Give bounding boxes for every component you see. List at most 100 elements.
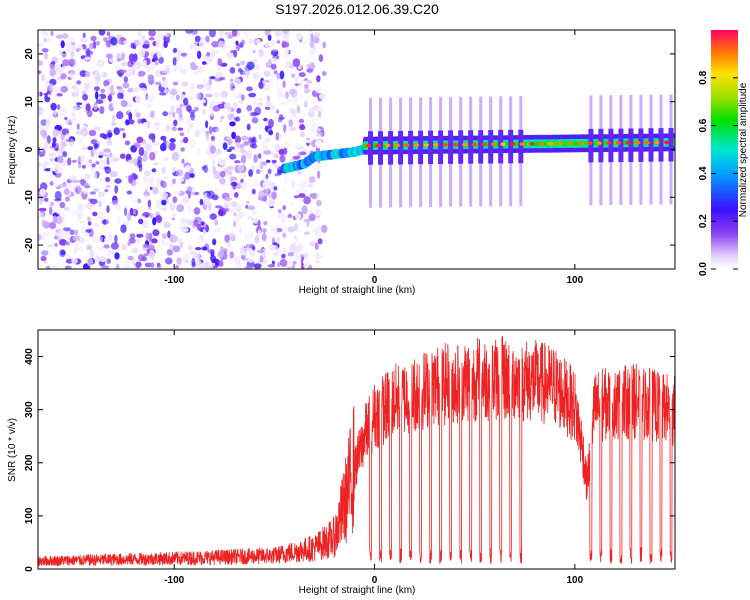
noise-speck xyxy=(98,165,104,170)
noise-speck xyxy=(86,244,92,250)
noise-speck xyxy=(56,209,61,215)
noise-speck xyxy=(39,188,46,197)
noise-speck xyxy=(59,145,65,153)
noise-speck xyxy=(196,50,202,59)
noise-speck xyxy=(103,244,110,249)
noise-speck xyxy=(191,30,198,35)
noise-speck xyxy=(79,155,85,165)
noise-speck xyxy=(89,198,98,205)
noise-speck xyxy=(69,59,74,65)
noise-speck xyxy=(266,61,272,67)
noise-speck xyxy=(191,257,196,267)
noise-speck xyxy=(240,172,247,178)
noise-speck xyxy=(124,207,128,217)
noise-speck xyxy=(48,152,57,157)
noise-speck xyxy=(240,145,245,153)
noise-speck xyxy=(270,48,278,52)
noise-speck xyxy=(142,44,150,49)
noise-speck xyxy=(196,147,201,157)
noise-speck xyxy=(148,133,156,140)
noise-speck xyxy=(71,159,78,163)
noise-speck xyxy=(241,182,245,186)
noise-speck xyxy=(306,64,313,69)
tone-streak-core xyxy=(428,130,434,165)
tone-streak-core xyxy=(608,128,614,163)
noise-speck xyxy=(233,221,237,228)
noise-speck xyxy=(130,66,135,72)
noise-speck xyxy=(197,66,204,73)
noise-speck xyxy=(38,91,41,97)
noise-speck xyxy=(246,216,255,221)
tone-streak-core xyxy=(648,128,654,162)
noise-speck xyxy=(107,95,112,101)
noise-speck xyxy=(45,122,49,131)
noise-speck xyxy=(291,180,296,189)
colorbar-ticks: 0.0 0.2 0.4 0.6 0.8 xyxy=(698,70,738,276)
noise-speck xyxy=(78,210,84,217)
noise-speck xyxy=(149,186,153,190)
noise-speck xyxy=(313,104,320,111)
y-tick-label: 400 xyxy=(24,348,35,365)
noise-speck xyxy=(171,126,177,132)
noise-speck xyxy=(80,73,86,78)
x-tick-label: 0 xyxy=(372,575,378,586)
noise-speck xyxy=(142,174,150,184)
tone-peak xyxy=(539,142,545,146)
noise-speck xyxy=(132,87,140,93)
noise-speck xyxy=(141,225,145,234)
noise-speck xyxy=(279,258,288,267)
noise-speck xyxy=(306,150,310,155)
noise-speck xyxy=(201,246,208,251)
noise-speck xyxy=(262,80,266,84)
noise-speck xyxy=(281,253,286,259)
noise-speck xyxy=(217,157,223,164)
noise-speck xyxy=(105,176,110,183)
noise-speck xyxy=(211,262,216,267)
noise-speck xyxy=(52,137,57,144)
tone-peak xyxy=(587,141,593,145)
noise-speck xyxy=(114,252,120,260)
noise-speck xyxy=(217,250,225,259)
tone-peak xyxy=(567,141,574,146)
tone-peak xyxy=(510,142,516,146)
noise-speck xyxy=(215,72,224,79)
noise-speck xyxy=(116,85,122,90)
noise-speck xyxy=(274,173,279,177)
noise-speck xyxy=(275,145,279,152)
noise-speck xyxy=(50,61,56,65)
noise-speck xyxy=(236,196,241,200)
noise-speck xyxy=(87,146,93,151)
noise-speck xyxy=(160,135,167,141)
noise-speck xyxy=(236,142,241,148)
noise-speck xyxy=(271,244,278,251)
noise-speck xyxy=(38,70,42,74)
noise-speck xyxy=(284,176,288,185)
noise-speck xyxy=(55,66,64,75)
y-tick-label: 0 xyxy=(24,566,35,572)
noise-speck xyxy=(253,63,261,72)
noise-speck xyxy=(153,122,161,126)
noise-speck xyxy=(227,34,234,39)
tone-streak-core xyxy=(668,128,674,162)
noise-speck xyxy=(88,43,94,50)
noise-speck xyxy=(161,207,167,211)
noise-speck xyxy=(93,86,100,91)
noise-speck xyxy=(144,262,153,268)
noise-speck xyxy=(135,112,141,118)
noise-speck xyxy=(93,143,100,149)
noise-speck xyxy=(309,49,316,55)
noise-speck xyxy=(156,202,162,209)
noise-speck xyxy=(307,172,311,178)
noise-speck xyxy=(248,92,257,98)
noise-speck xyxy=(166,249,173,256)
noise-speck xyxy=(88,159,92,164)
noise-speck xyxy=(175,94,180,101)
noise-speck xyxy=(176,107,183,115)
noise-speck xyxy=(87,216,91,222)
noise-speck xyxy=(316,194,320,199)
noise-speck xyxy=(235,203,243,212)
noise-speck xyxy=(215,128,219,132)
noise-speck xyxy=(94,71,99,77)
tone-peak xyxy=(654,140,660,145)
tone-streak-core xyxy=(368,131,373,165)
